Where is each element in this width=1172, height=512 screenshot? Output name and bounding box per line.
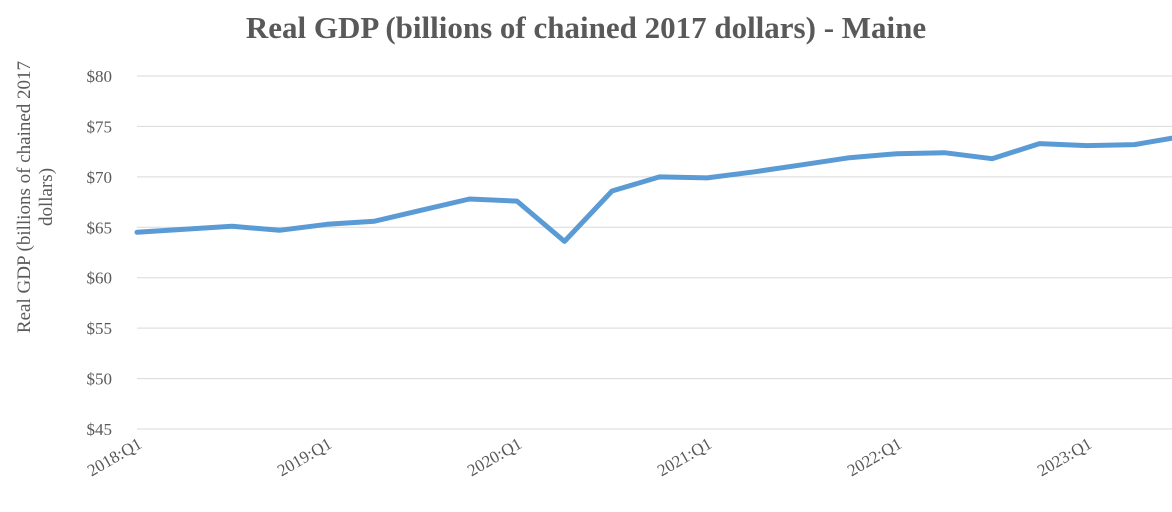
y-tick-label: $70 [87, 168, 113, 187]
y-axis-title: Real GDP (billions of chained 2017dollar… [14, 61, 57, 333]
y-tick-label: $45 [87, 420, 113, 439]
y-tick-label: $60 [87, 269, 113, 288]
y-axis-ticks: $45 $50 $55 $60 $65 $70 $75 $80 [87, 67, 113, 439]
y-tick-label: $80 [87, 67, 113, 86]
x-tick-label: 2021:Q1 [654, 434, 715, 480]
x-tick-label: 2018:Q1 [84, 434, 145, 480]
x-tick-label: 2019:Q1 [274, 434, 335, 480]
y-tick-label: $50 [87, 370, 113, 389]
x-axis-ticks: 2018:Q1 2019:Q1 2020:Q1 2021:Q1 2022:Q1 2023:… [84, 434, 1095, 480]
y-tick-label: $65 [87, 218, 113, 237]
x-tick-label: 2022:Q1 [844, 434, 905, 480]
gridlines [137, 75, 1172, 430]
x-tick-label: 2023:Q1 [1034, 434, 1095, 480]
chart-title: Real GDP (billions of chained 2017 dolla… [245, 10, 927, 45]
x-tick-label: 2020:Q1 [464, 434, 525, 480]
series-layer [134, 135, 1172, 244]
y-tick-label: $75 [87, 117, 113, 136]
series-line [134, 135, 1172, 244]
y-tick-label: $55 [87, 319, 113, 338]
